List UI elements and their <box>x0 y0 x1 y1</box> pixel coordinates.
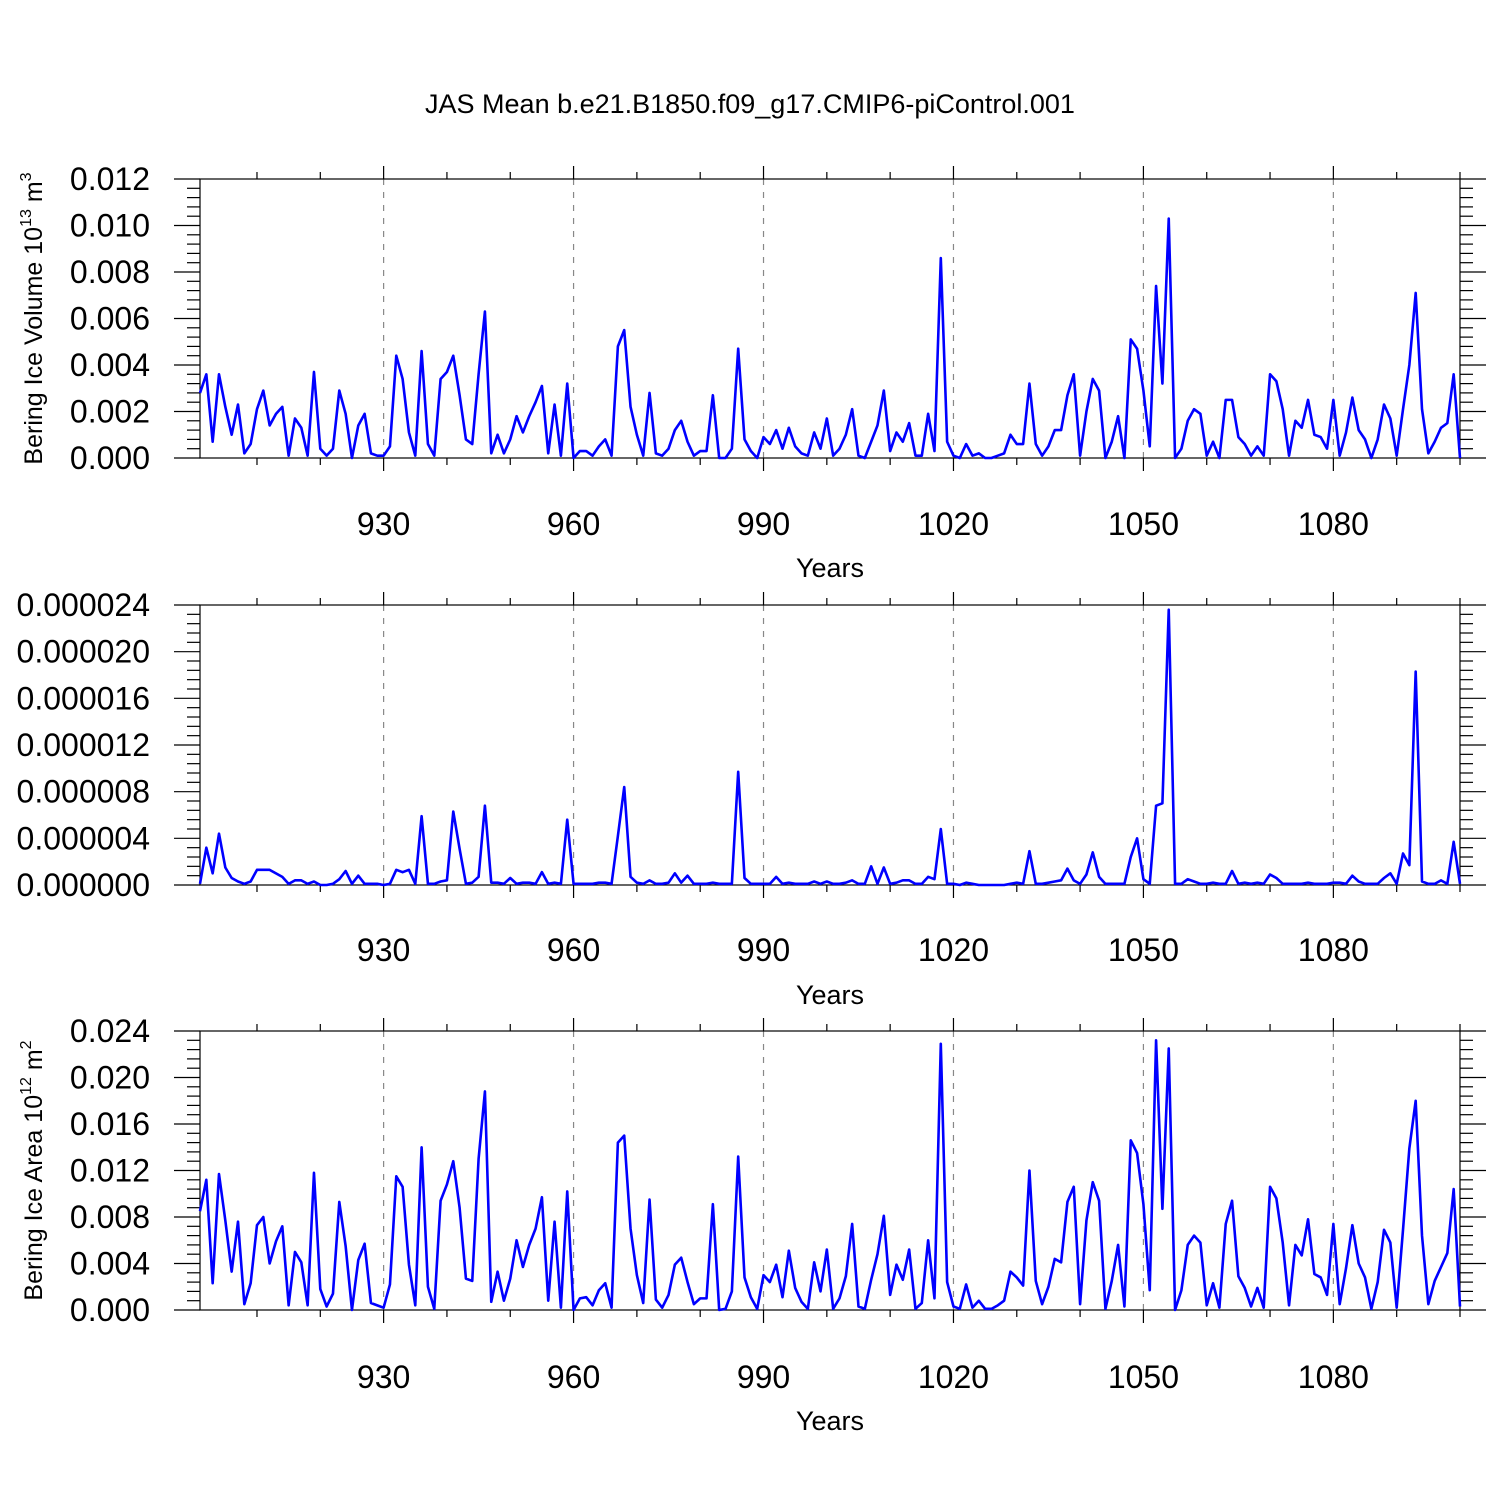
x-axis-label: Years <box>796 980 864 1010</box>
y-axis-label-text: Bering Ice Area 10 <box>20 1095 48 1301</box>
panel-2: 930 960 990 1020 1050 1080 0.000000 0.000004 0.0… <box>17 587 1486 1010</box>
y-tick-label: 0.002 <box>70 394 150 430</box>
series-line <box>198 608 1462 887</box>
x-tick-label: 1020 <box>918 932 989 968</box>
y-axis-label-text: m <box>20 1049 48 1077</box>
x-tick-label: 1080 <box>1298 1359 1369 1395</box>
y-tick-label: 0.004 <box>70 347 150 383</box>
x-tick-label: 1020 <box>918 1359 989 1395</box>
y-tick-label: 0.000016 <box>17 680 150 716</box>
x-tick-label: 960 <box>547 932 600 968</box>
y-axis-label-text: m <box>20 181 48 209</box>
x-tick-label: 990 <box>737 506 790 542</box>
panel-3: 930 960 990 1020 1050 1080 0.000 0.004 0.008 0.01… <box>18 1013 1486 1436</box>
x-tick-label: 930 <box>357 932 410 968</box>
y-axis-label: Bering Ice Volume 1013 m3 <box>18 172 48 464</box>
plot-frame <box>199 604 1461 886</box>
y-tick-label: 0.000024 <box>17 587 150 623</box>
x-tick-label: 990 <box>737 1359 790 1395</box>
series-line <box>198 217 1462 460</box>
y-tick-label: 0.000020 <box>17 634 150 670</box>
y-tick-label: 0.004 <box>70 1246 150 1282</box>
y-tick-label: 0.012 <box>70 1153 150 1189</box>
y-tick-label: 0.008 <box>70 254 150 290</box>
x-tick-label: 930 <box>357 1359 410 1395</box>
y-axis-label: Bering Ice Area 1012 m2 <box>18 1040 48 1300</box>
y-tick-label: 0.016 <box>70 1106 150 1142</box>
x-tick-label: 1020 <box>918 506 989 542</box>
x-tick-label: 1050 <box>1108 506 1179 542</box>
y-tick-label: 0.000000 <box>17 867 150 903</box>
x-tick-label: 960 <box>547 1359 600 1395</box>
y-tick-label: 0.020 <box>70 1060 150 1096</box>
x-tick-label: 990 <box>737 932 790 968</box>
x-tick-label: 1080 <box>1298 506 1369 542</box>
y-tick-label: 0.000012 <box>17 727 150 763</box>
x-tick-label: 930 <box>357 506 410 542</box>
series-line <box>198 1039 1462 1312</box>
y-tick-label: 0.000 <box>70 440 150 476</box>
x-tick-label: 1080 <box>1298 932 1369 968</box>
panel-1: 930 960 990 1020 1050 1080 0.000 0.002 0.004 0.00… <box>18 161 1486 583</box>
y-tick-label: 0.000 <box>70 1292 150 1328</box>
x-axis-label: Years <box>796 553 864 583</box>
y-axis-label-superscript: 3 <box>18 172 35 181</box>
y-tick-label: 0.000008 <box>17 774 150 810</box>
x-tick-label: 1050 <box>1108 1359 1179 1395</box>
x-axis-label: Years <box>796 1406 864 1436</box>
y-axis-label-superscript: 2 <box>18 1040 35 1049</box>
y-tick-label: 0.024 <box>70 1013 150 1049</box>
y-tick-label: 0.008 <box>70 1199 150 1235</box>
y-axis-label-text: Bering Ice Volume 10 <box>20 227 48 465</box>
x-tick-label: 960 <box>547 506 600 542</box>
chart-title: JAS Mean b.e21.B1850.f09_g17.CMIP6-piCon… <box>425 89 1075 119</box>
y-axis-label-superscript: 12 <box>18 1077 35 1095</box>
y-tick-label: 0.000004 <box>17 820 150 856</box>
y-tick-label: 0.006 <box>70 301 150 337</box>
y-tick-label: 0.010 <box>70 208 150 244</box>
x-tick-label: 1050 <box>1108 932 1179 968</box>
plot-frame <box>199 178 1461 459</box>
y-tick-label: 0.012 <box>70 161 150 197</box>
y-axis-label-superscript: 13 <box>18 209 35 227</box>
